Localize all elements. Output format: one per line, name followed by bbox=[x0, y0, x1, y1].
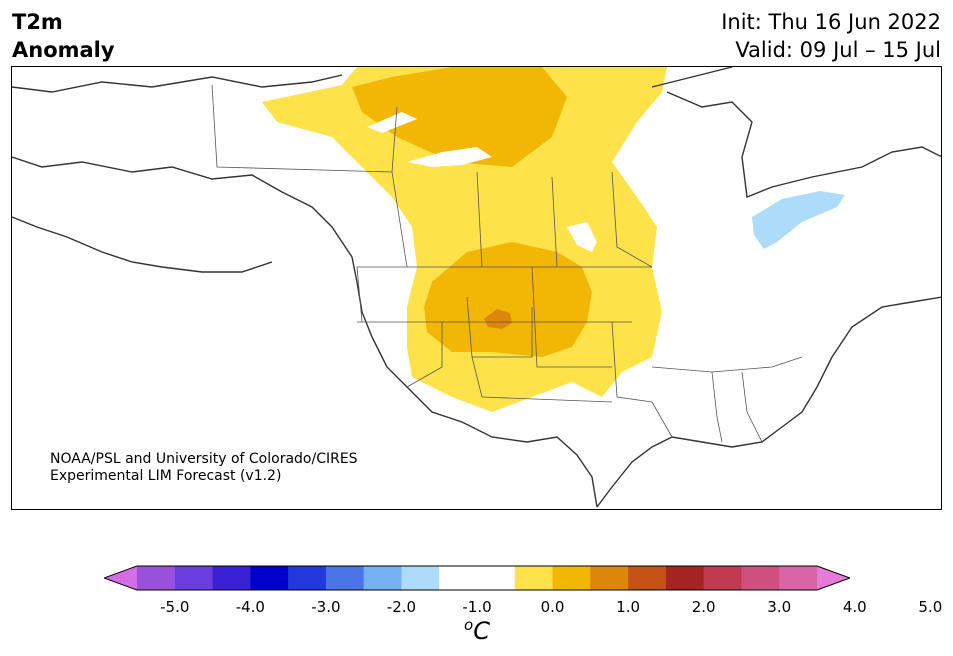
colorbar-tick-label: -4.0 bbox=[235, 598, 265, 616]
colorbar-segment bbox=[590, 566, 629, 590]
colorbar-tick-label: 1.0 bbox=[616, 598, 641, 616]
unit-label: oC bbox=[464, 616, 490, 645]
colorbar bbox=[104, 565, 850, 591]
colorbar-extend-low bbox=[104, 566, 137, 590]
anomaly-map: NOAA/PSL and University of Colorado/CIRE… bbox=[11, 66, 942, 510]
colorbar-outline bbox=[104, 565, 850, 591]
valid-date: Valid: 09 Jul – 15 Jul bbox=[735, 38, 941, 62]
colorbar-segment bbox=[325, 566, 365, 590]
colorbar-tick-label: 4.0 bbox=[842, 598, 867, 616]
colorbar-segment bbox=[779, 566, 818, 590]
colorbar-segment bbox=[288, 566, 327, 590]
unit-letter: C bbox=[473, 617, 490, 645]
lake-winnipeg bbox=[567, 222, 597, 252]
anomaly-region-1-5c bbox=[352, 67, 567, 167]
colorbar-segment bbox=[703, 566, 742, 590]
unit-degree: o bbox=[464, 616, 474, 634]
title-line-1: T2m bbox=[12, 10, 63, 34]
map-canvas bbox=[12, 67, 941, 508]
colorbar-segment bbox=[174, 566, 214, 590]
great-slave-lake bbox=[407, 147, 492, 167]
colorbar-tick-label: 0.0 bbox=[540, 598, 565, 616]
colorbar-segment bbox=[363, 566, 402, 590]
colorbar-tick-label: 3.0 bbox=[767, 598, 792, 616]
colorbar-extend-high bbox=[817, 566, 850, 590]
colorbar-segment bbox=[552, 566, 591, 590]
colorbar-segment bbox=[628, 566, 667, 590]
anomaly-region-2c bbox=[484, 309, 512, 329]
colorbar-segment bbox=[212, 566, 251, 590]
title-line-2: Anomaly bbox=[12, 38, 115, 62]
colorbar-tick-label: -1.0 bbox=[462, 598, 492, 616]
colorbar-segment bbox=[477, 566, 516, 590]
colorbar-segment bbox=[665, 566, 705, 590]
colorbar-segment bbox=[137, 566, 176, 590]
colorbar-tick-label: 5.0 bbox=[918, 598, 943, 616]
map-title: T2m Anomaly bbox=[12, 8, 115, 64]
colorbar-tick-label: -5.0 bbox=[160, 598, 190, 616]
colorbar-segment bbox=[250, 566, 289, 590]
colorbar-tick-label: -2.0 bbox=[386, 598, 417, 616]
credit-line-2: Experimental LIM Forecast (v1.2) bbox=[50, 468, 282, 484]
credit-text: NOAA/PSL and University of Colorado/CIRE… bbox=[50, 451, 358, 485]
great-bear-lake bbox=[367, 112, 417, 133]
colorbar-segment bbox=[741, 566, 780, 590]
forecast-dates: Init: Thu 16 Jun 2022 Valid: 09 Jul – 15… bbox=[721, 8, 941, 64]
colorbar-segment bbox=[514, 566, 554, 590]
borders bbox=[211, 84, 803, 443]
colorbar-segment bbox=[439, 566, 478, 590]
init-date: Init: Thu 16 Jun 2022 bbox=[721, 10, 941, 34]
anomaly-region-neg bbox=[752, 191, 845, 249]
anomaly-region-1-5c-plains bbox=[424, 242, 592, 357]
credit-line-1: NOAA/PSL and University of Colorado/CIRE… bbox=[50, 451, 358, 467]
colorbar-tick-label: -3.0 bbox=[311, 598, 341, 616]
colorbar-segment bbox=[401, 566, 440, 590]
colorbar-tick-label: 2.0 bbox=[691, 598, 716, 616]
